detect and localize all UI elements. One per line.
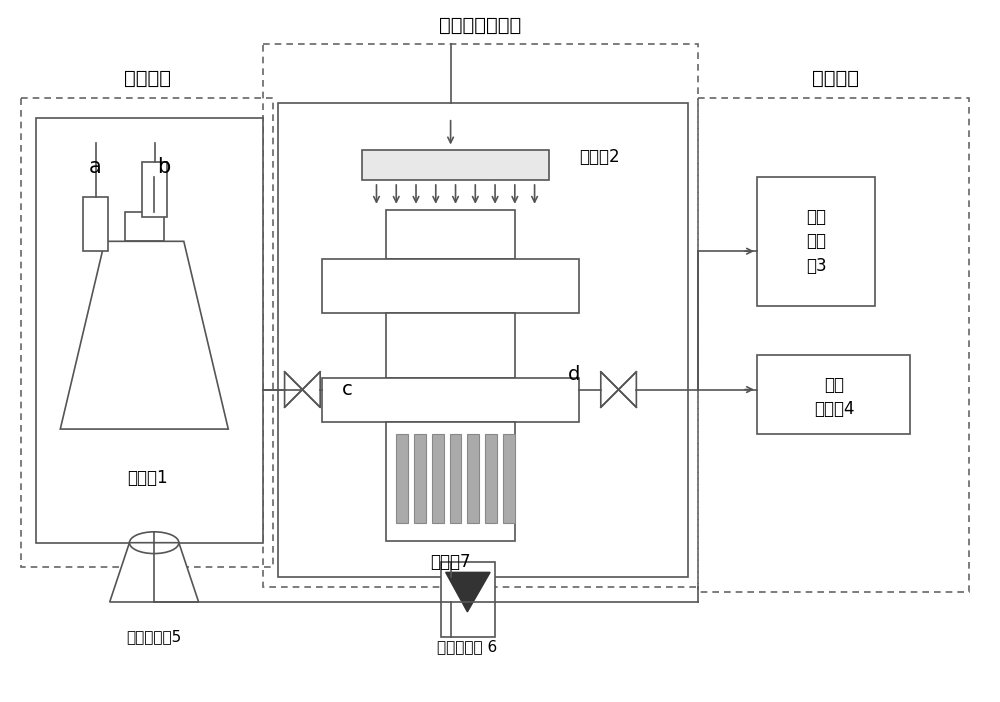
- Polygon shape: [302, 372, 320, 407]
- Polygon shape: [110, 543, 199, 602]
- Text: 配气系统: 配气系统: [124, 69, 171, 88]
- Text: a: a: [88, 157, 101, 177]
- Bar: [142, 162, 167, 217]
- Polygon shape: [446, 572, 490, 612]
- Text: 配气瓶1: 配气瓶1: [127, 470, 168, 487]
- Bar: [757, 177, 875, 305]
- Text: 色谱元4: 色谱元4: [814, 400, 854, 418]
- Bar: [278, 103, 688, 577]
- Bar: [21, 98, 273, 567]
- Bar: [414, 434, 426, 523]
- Bar: [441, 562, 495, 637]
- Polygon shape: [60, 241, 228, 429]
- Text: 器3: 器3: [806, 257, 827, 275]
- Bar: [450, 434, 461, 523]
- Text: 气体循环倘5: 气体循环倘5: [127, 629, 182, 644]
- Text: 吸收: 吸收: [806, 232, 826, 251]
- Bar: [485, 434, 497, 523]
- Text: d: d: [568, 365, 580, 384]
- Text: 反应器7: 反应器7: [430, 553, 471, 571]
- Bar: [432, 434, 444, 523]
- Text: 光源灯2: 光源灯2: [579, 148, 620, 166]
- Bar: [386, 210, 515, 259]
- Polygon shape: [619, 372, 636, 407]
- Bar: [322, 378, 579, 422]
- Text: 检测系统: 检测系统: [812, 69, 859, 88]
- Bar: [125, 212, 164, 241]
- Text: 光催化反应系统: 光催化反应系统: [439, 16, 521, 35]
- Bar: [263, 44, 698, 587]
- Text: c: c: [341, 380, 352, 399]
- Bar: [467, 434, 479, 523]
- Bar: [757, 355, 910, 434]
- Bar: [322, 259, 579, 314]
- Text: 气相: 气相: [824, 376, 844, 394]
- Bar: [83, 197, 108, 251]
- Text: 尾气: 尾气: [806, 208, 826, 225]
- Bar: [386, 314, 515, 378]
- Bar: [503, 434, 515, 523]
- Polygon shape: [285, 372, 302, 407]
- Bar: [36, 118, 263, 543]
- Text: 转子流量计 6: 转子流量计 6: [437, 639, 498, 654]
- Bar: [396, 434, 408, 523]
- Bar: [386, 422, 515, 541]
- Polygon shape: [601, 372, 619, 407]
- Text: b: b: [157, 157, 171, 177]
- Bar: [698, 98, 969, 592]
- Bar: [362, 150, 549, 180]
